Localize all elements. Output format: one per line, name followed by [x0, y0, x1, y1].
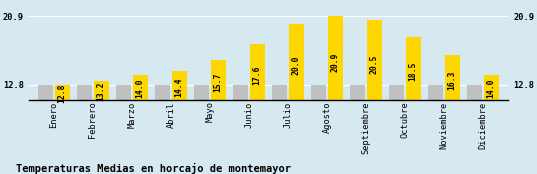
Bar	[429, 85, 443, 100]
Text: 14.4: 14.4	[175, 77, 184, 97]
Bar	[445, 55, 460, 100]
Bar	[367, 20, 382, 100]
Bar	[94, 81, 108, 100]
Text: 13.2: 13.2	[97, 82, 106, 101]
Bar	[289, 24, 303, 100]
Text: 14.0: 14.0	[487, 79, 496, 98]
Bar	[155, 85, 170, 100]
Text: Temperaturas Medias en horcajo de montemayor: Temperaturas Medias en horcajo de montem…	[16, 163, 291, 174]
Bar	[250, 44, 265, 100]
Text: 20.0: 20.0	[292, 56, 301, 76]
Text: 20.9: 20.9	[331, 53, 340, 72]
Bar	[117, 85, 131, 100]
Text: 12.8: 12.8	[57, 83, 67, 103]
Bar	[328, 16, 343, 100]
Bar	[234, 85, 248, 100]
Bar	[172, 71, 186, 100]
Text: 14.0: 14.0	[136, 79, 144, 98]
Bar	[133, 75, 148, 100]
Bar	[406, 37, 420, 100]
Bar	[351, 85, 365, 100]
Bar	[194, 85, 209, 100]
Bar	[55, 85, 70, 100]
Text: 15.7: 15.7	[214, 72, 223, 92]
Bar	[389, 85, 404, 100]
Bar	[484, 75, 499, 100]
Bar	[272, 85, 287, 100]
Bar	[311, 85, 326, 100]
Text: 17.6: 17.6	[253, 65, 262, 85]
Bar	[467, 85, 482, 100]
Text: 16.3: 16.3	[448, 70, 456, 90]
Bar	[211, 60, 226, 100]
Text: 18.5: 18.5	[409, 62, 418, 81]
Bar	[38, 85, 53, 100]
Text: 20.5: 20.5	[369, 54, 379, 74]
Bar	[77, 85, 92, 100]
